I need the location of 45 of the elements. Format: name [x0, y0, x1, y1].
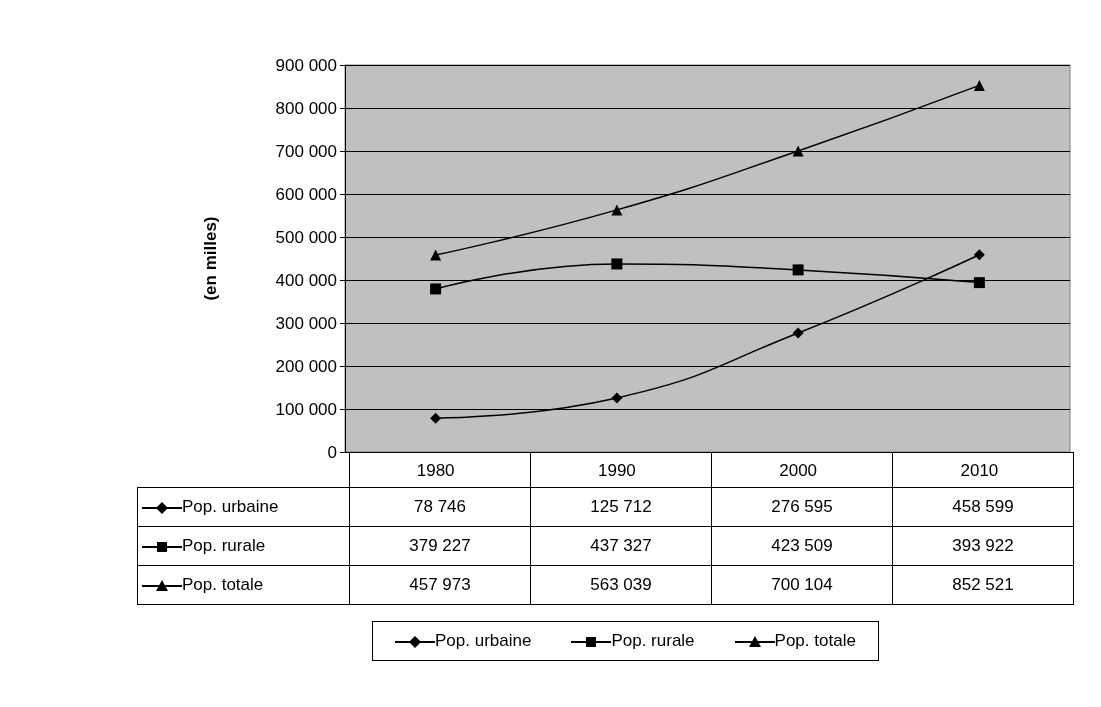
data-label: 125 712	[530, 487, 712, 527]
data-label: 852 521	[892, 565, 1074, 605]
point	[430, 249, 442, 261]
data-label: 437 327	[530, 526, 712, 566]
y-tick-label: 600 000	[275, 184, 337, 204]
y-tick-label: 300 000	[275, 313, 337, 333]
data-label: 393 922	[892, 526, 1074, 566]
point	[430, 412, 442, 424]
data-label: 423 509	[711, 526, 893, 566]
point	[792, 327, 804, 339]
data-label: 457 973	[349, 565, 531, 605]
point	[611, 204, 623, 216]
y-tick-label: 500 000	[275, 227, 337, 247]
data-label: 276 595	[711, 487, 893, 527]
y-tick-label: 0	[327, 442, 337, 462]
y-axis-title: (en milles)	[201, 216, 220, 301]
y-tick-label: 200 000	[275, 356, 337, 376]
data-label: 78 746	[349, 487, 531, 527]
x-tick-label: 2010	[960, 461, 999, 480]
y-tick-label: 800 000	[275, 98, 337, 118]
x-tick-label: 1980	[416, 461, 455, 480]
x-tick-label: 1990	[597, 461, 636, 480]
y-tick-label: 400 000	[275, 270, 337, 290]
text: Pop. rurale	[611, 631, 695, 650]
text: Pop. urbaine	[435, 631, 532, 650]
data-label: 563 039	[530, 565, 712, 605]
y-tick-label: 700 000	[275, 141, 337, 161]
data-label: 700 104	[711, 565, 893, 605]
y-tick-label: 900 000	[275, 55, 337, 75]
point	[792, 264, 804, 276]
text: Pop. totale	[774, 631, 856, 650]
data-label: 379 227	[349, 526, 531, 566]
point	[973, 249, 985, 261]
point	[973, 277, 985, 289]
point	[611, 258, 623, 270]
legend-label: Pop. totale	[182, 575, 264, 594]
legend-label: Pop. urbaine	[182, 497, 279, 516]
y-tick-label: 100 000	[275, 399, 337, 419]
point	[430, 283, 442, 295]
x-tick-label: 2000	[779, 461, 818, 480]
point	[792, 145, 804, 157]
data-label: 458 599	[892, 487, 1074, 527]
point	[611, 392, 623, 404]
point	[973, 79, 985, 91]
legend-label: Pop. rurale	[182, 536, 266, 555]
